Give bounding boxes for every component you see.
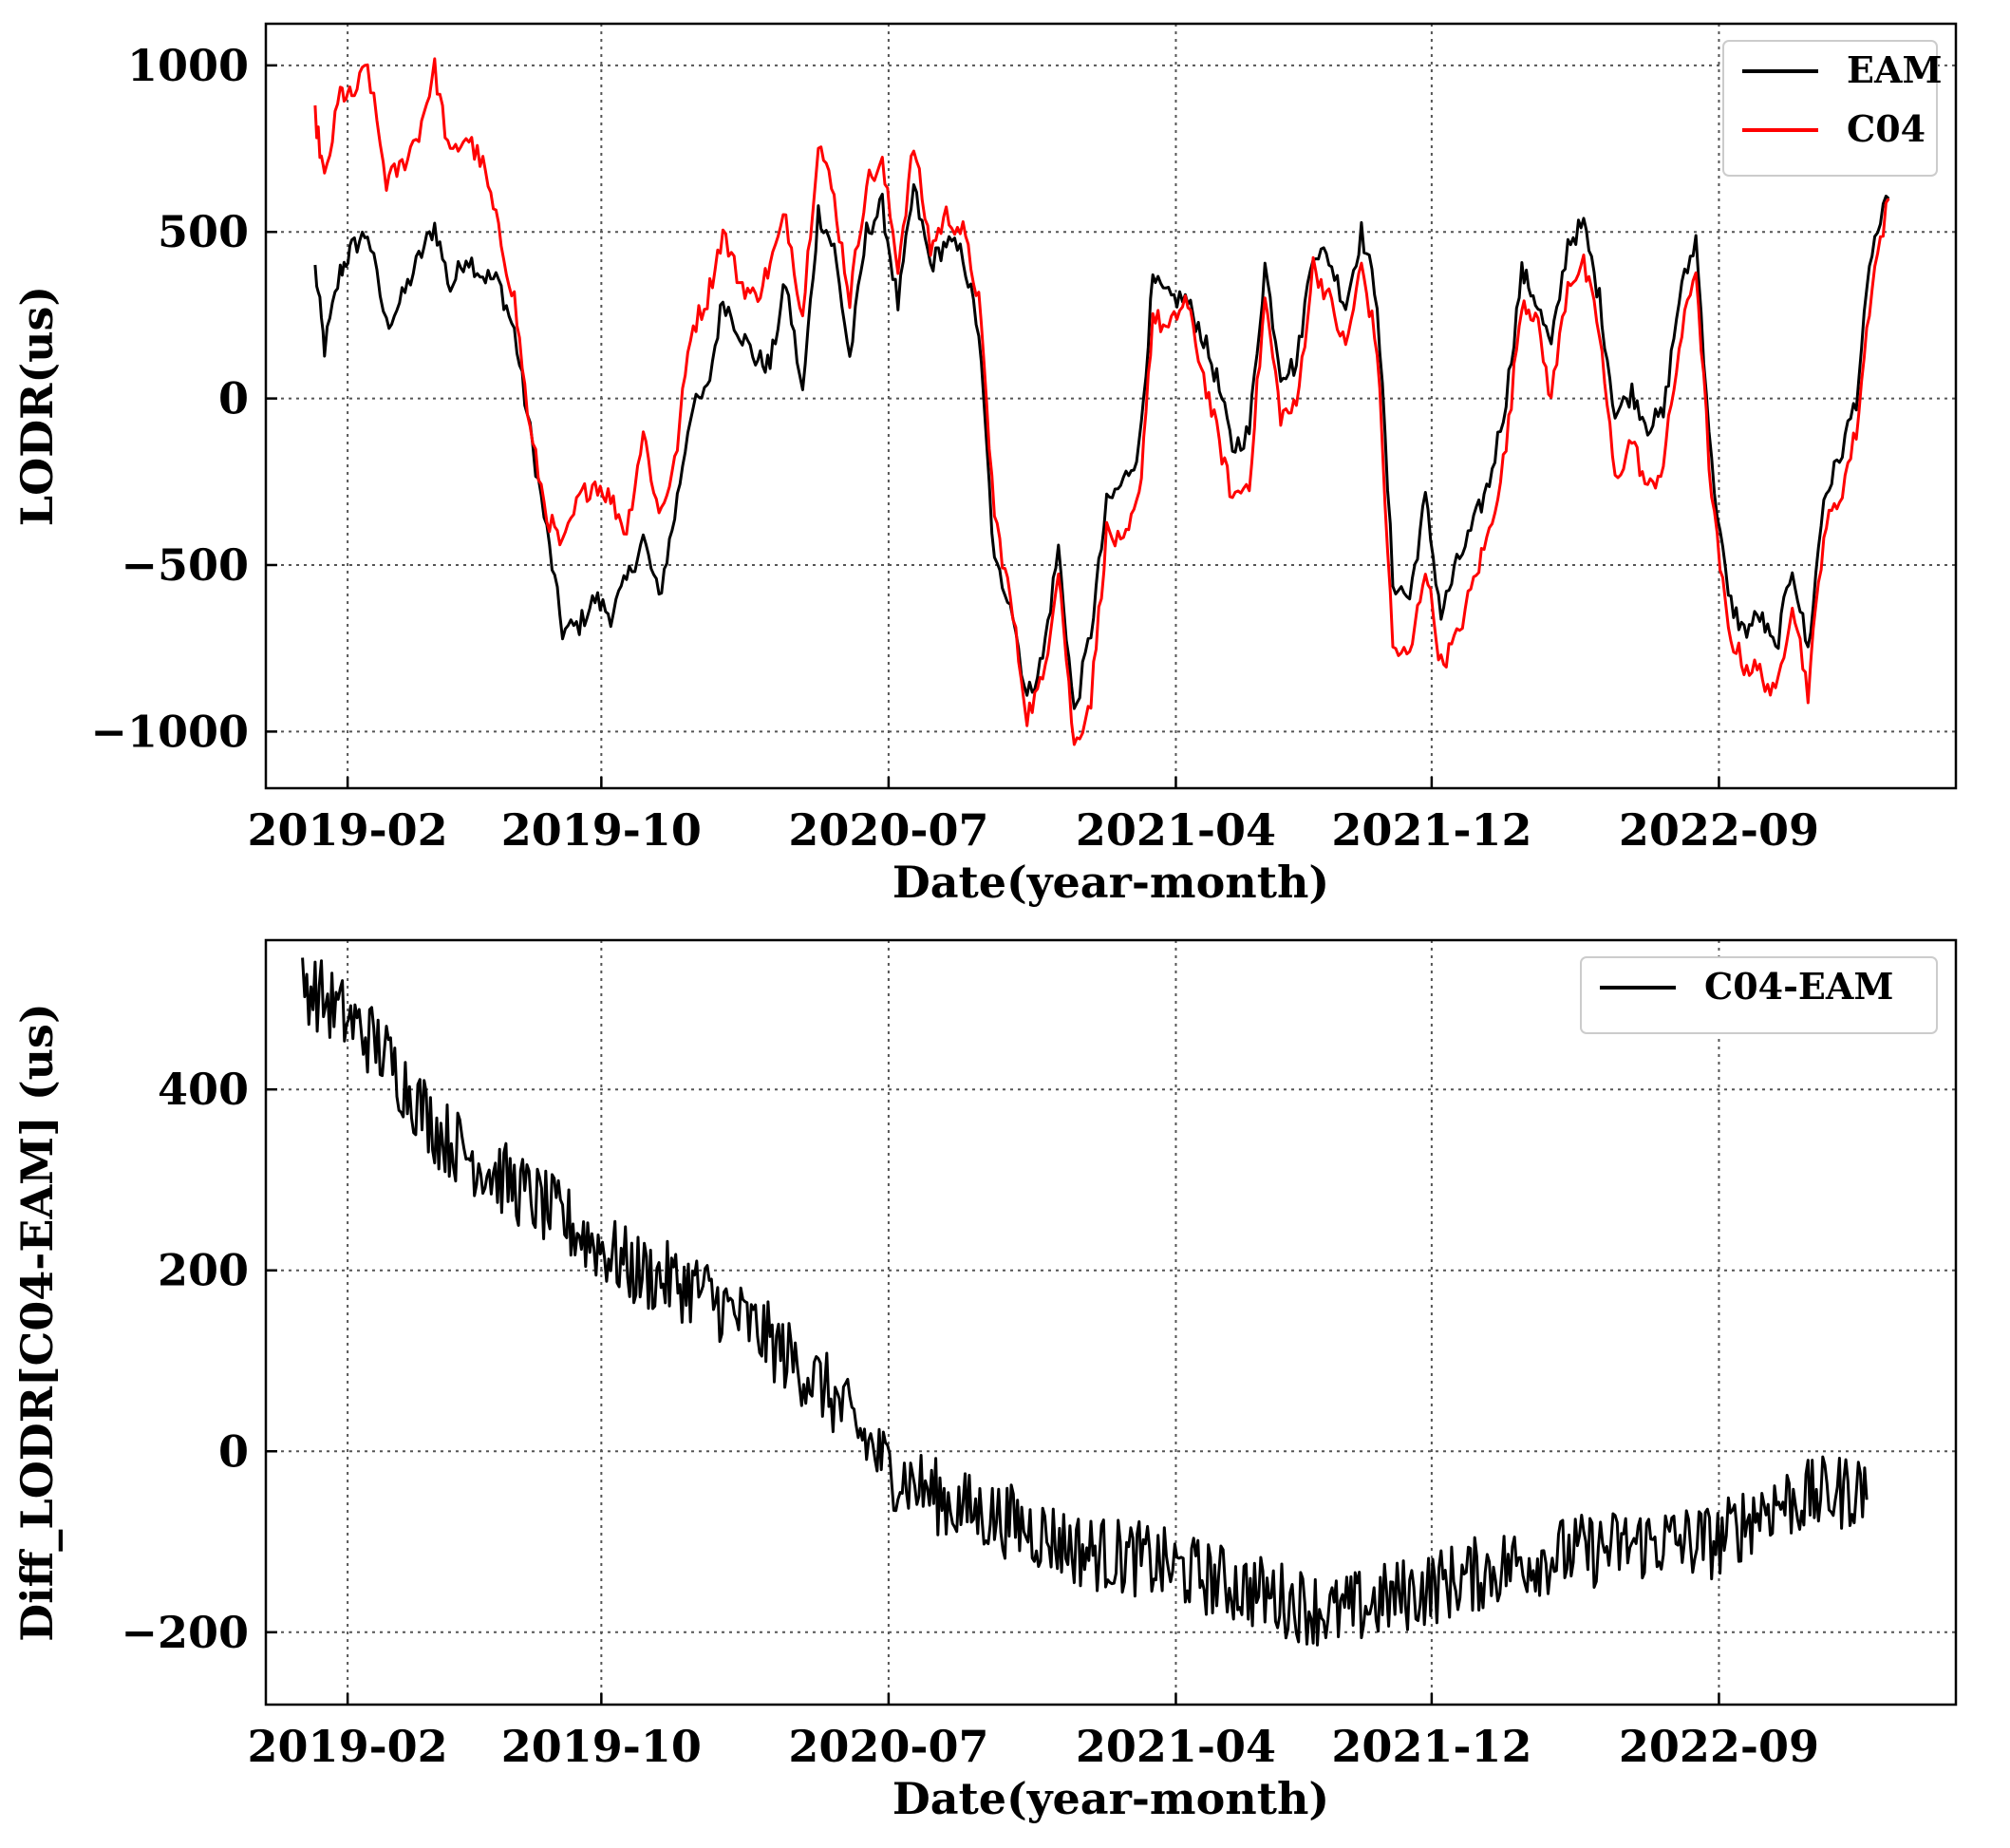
y-tick-label: 500: [158, 206, 249, 257]
x-tick-label: 2020-07: [788, 804, 988, 856]
legend-box: [1580, 956, 1938, 1034]
panel-bottom-diff: 2019-02 2019-10 2020-07 2021-04 2021-12 2022-…: [11, 938, 1958, 1824]
y-axis-label: LODR(us): [11, 286, 63, 526]
x-tick-label: 2021-04: [1076, 804, 1276, 856]
y-tick-label: −500: [121, 539, 249, 591]
x-axis-label: Date(year-month): [892, 857, 1329, 908]
legend-label: EAM: [1847, 48, 1943, 91]
y-tick-label: 1000: [127, 40, 249, 91]
legend-label: C04: [1847, 107, 1925, 150]
y-tick-label: 400: [158, 1064, 249, 1115]
x-tick-label: 2022-09: [1619, 1721, 1819, 1772]
y-tick-label: −1000: [90, 706, 249, 757]
x-tick-label: 2019-02: [248, 1721, 448, 1772]
y-tick-label: 200: [158, 1245, 249, 1296]
plot-frame: [264, 22, 1958, 790]
legend-label: C04-EAM: [1704, 965, 1893, 1008]
x-tick-label: 2020-07: [788, 1721, 988, 1772]
plot-frame: [264, 938, 1958, 1707]
legend-box: [1722, 40, 1938, 177]
x-tick-label: 2022-09: [1619, 804, 1819, 856]
y-axis-label: Diff_LODR[C04-EAM] (us): [11, 1003, 63, 1641]
y-tick-label: 0: [218, 1425, 249, 1477]
x-tick-label: 2019-10: [501, 1721, 702, 1772]
series-line-c04-eam: [301, 957, 1869, 1647]
x-axis-label: Date(year-month): [892, 1773, 1329, 1824]
legend: C04-EAM: [1580, 956, 1938, 1034]
series-line-eam: [313, 183, 1890, 710]
series-line-c04: [313, 57, 1890, 746]
legend: EAM C04: [1722, 40, 1943, 177]
x-tick-label: 2021-04: [1076, 1721, 1276, 1772]
x-tick-label: 2021-12: [1331, 804, 1531, 856]
panel-top-lodr: 2019-02 2019-10 2020-07 2021-04 2021-12 2022-…: [11, 22, 1958, 908]
y-tick-label: 0: [218, 373, 249, 424]
y-tick-label: −200: [121, 1607, 249, 1658]
x-tick-label: 2021-12: [1331, 1721, 1531, 1772]
x-tick-label: 2019-02: [248, 804, 448, 856]
x-tick-label: 2019-10: [501, 804, 702, 856]
